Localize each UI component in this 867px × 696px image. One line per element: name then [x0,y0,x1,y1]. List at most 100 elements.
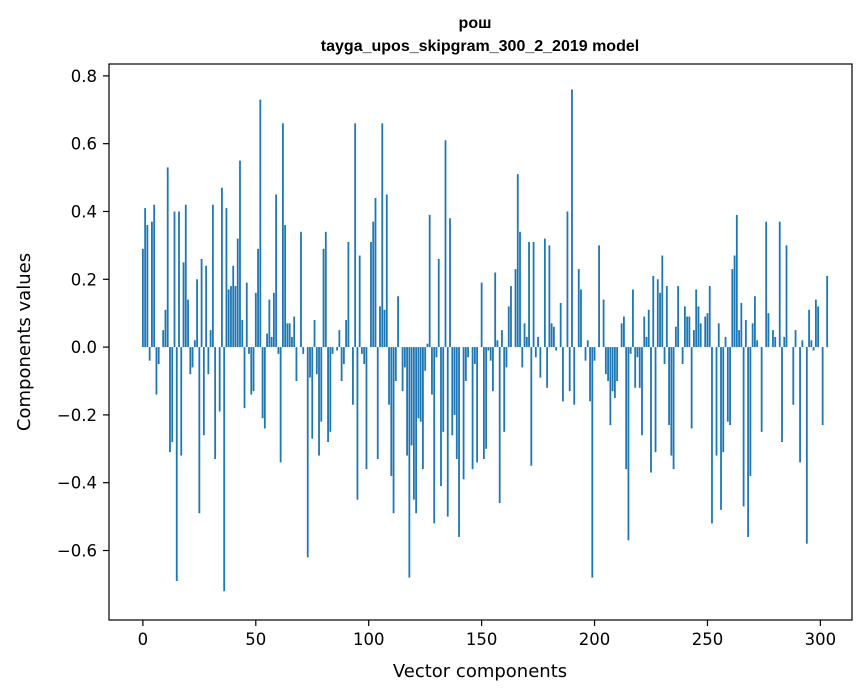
bar [778,221,781,348]
bar [313,319,316,348]
bar [724,336,727,348]
bar [361,347,363,354]
bar [799,347,801,463]
bar [577,269,580,348]
plot-frame [108,63,853,621]
bar [446,347,449,517]
bar [180,347,183,456]
bar [645,336,648,348]
x-tick-label: 100 [353,630,385,649]
bar [239,160,241,348]
bar [530,347,533,466]
bar [552,326,555,348]
bar [403,347,406,368]
bar [670,347,673,456]
bar [428,214,431,348]
bar [467,347,469,358]
bar [794,330,797,348]
bar [164,309,167,348]
bar [744,319,747,348]
bar [385,194,388,348]
bar [309,347,311,378]
bar [187,299,189,348]
bar [677,286,680,348]
bar [270,336,273,348]
bar [636,347,639,358]
bar [449,218,451,348]
bar [629,347,632,354]
bar [559,303,562,348]
bar [756,340,759,348]
bar [647,309,650,348]
x-tick-label: 150 [466,630,498,649]
bar [318,347,320,456]
bar [772,330,774,348]
bar [501,330,503,348]
bar [340,347,343,381]
bar [266,333,268,348]
bar [810,340,813,348]
bar [392,347,395,514]
bar [711,347,713,524]
bar [604,347,607,375]
bar [241,319,244,348]
bar [521,347,524,368]
bar [435,347,438,358]
bar [191,347,194,368]
bar [370,241,372,348]
bar [442,347,445,432]
bar [656,279,659,348]
bar [410,347,413,446]
bar [693,330,695,348]
bar [620,323,623,348]
bar [347,241,350,348]
bar [218,347,221,412]
bar [300,231,302,348]
bar [406,347,409,456]
bar [568,347,571,392]
bar [227,289,230,348]
x-tick-label: 250 [692,630,724,649]
bar [616,347,619,381]
bar [611,347,614,392]
bar [753,296,756,348]
bar [245,282,248,348]
bar [550,323,553,348]
bar [178,211,180,348]
bar [623,316,625,348]
bar [243,347,246,409]
bar [207,347,210,375]
bar [528,241,530,348]
bar [708,286,711,348]
bar [548,245,551,348]
bar [609,347,612,426]
bar [805,347,808,544]
bar [632,289,634,348]
bar [627,347,630,541]
bar [785,245,788,348]
bar [740,303,743,348]
bar [715,347,718,456]
bar [302,347,305,354]
bar [284,225,287,348]
bar [155,347,158,395]
bar [157,347,160,365]
bar [184,204,187,348]
bar [193,340,196,348]
chart-subtitle: tayga_upos_skipgram_300_2_2019 model [321,38,639,55]
bar [381,123,384,348]
bar [602,299,605,348]
bar [589,347,591,402]
y-tick-label: −0.6 [57,542,97,561]
bar [573,347,576,405]
bar [643,316,646,348]
bar [665,286,668,348]
bar [654,347,657,453]
bar [494,272,497,348]
bar [166,167,169,348]
y-tick-label: 0.6 [71,135,97,154]
bar [695,289,698,348]
bar [279,347,282,463]
bar [422,347,424,470]
bar [338,330,341,348]
